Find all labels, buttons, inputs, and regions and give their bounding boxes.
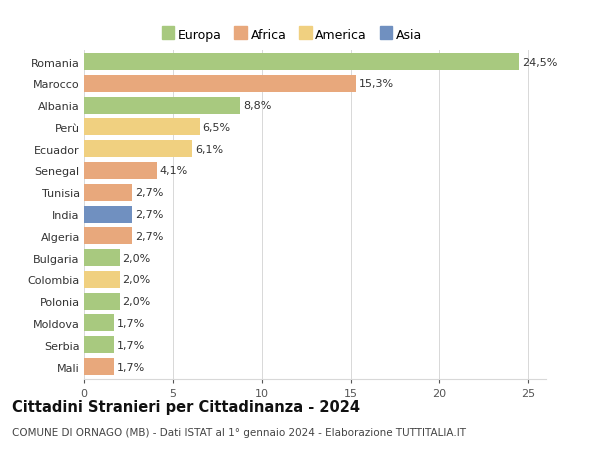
Bar: [84, 250, 119, 267]
Bar: [84, 315, 114, 332]
Bar: [84, 119, 199, 136]
Text: 2,0%: 2,0%: [122, 297, 151, 307]
Bar: [84, 271, 119, 288]
Text: 1,7%: 1,7%: [117, 362, 145, 372]
Bar: [84, 228, 132, 245]
Text: 8,8%: 8,8%: [243, 101, 271, 111]
Bar: [84, 76, 356, 93]
Text: 24,5%: 24,5%: [522, 57, 557, 67]
Text: 1,7%: 1,7%: [117, 318, 145, 328]
Bar: [84, 336, 114, 353]
Text: 4,1%: 4,1%: [160, 166, 188, 176]
Text: 15,3%: 15,3%: [359, 79, 394, 89]
Bar: [84, 358, 114, 375]
Bar: [84, 185, 132, 202]
Text: 2,7%: 2,7%: [134, 188, 163, 198]
Text: 2,0%: 2,0%: [122, 253, 151, 263]
Text: 2,7%: 2,7%: [134, 231, 163, 241]
Bar: [84, 293, 119, 310]
Text: 6,1%: 6,1%: [195, 145, 223, 154]
Text: Cittadini Stranieri per Cittadinanza - 2024: Cittadini Stranieri per Cittadinanza - 2…: [12, 399, 360, 414]
Bar: [84, 206, 132, 223]
Bar: [84, 97, 241, 114]
Legend: Europa, Africa, America, Asia: Europa, Africa, America, Asia: [157, 24, 427, 47]
Text: 2,7%: 2,7%: [134, 210, 163, 219]
Text: COMUNE DI ORNAGO (MB) - Dati ISTAT al 1° gennaio 2024 - Elaborazione TUTTITALIA.: COMUNE DI ORNAGO (MB) - Dati ISTAT al 1°…: [12, 427, 466, 437]
Bar: [84, 162, 157, 179]
Bar: [84, 54, 520, 71]
Text: 2,0%: 2,0%: [122, 275, 151, 285]
Bar: [84, 141, 193, 158]
Text: 6,5%: 6,5%: [202, 123, 230, 133]
Text: 1,7%: 1,7%: [117, 340, 145, 350]
